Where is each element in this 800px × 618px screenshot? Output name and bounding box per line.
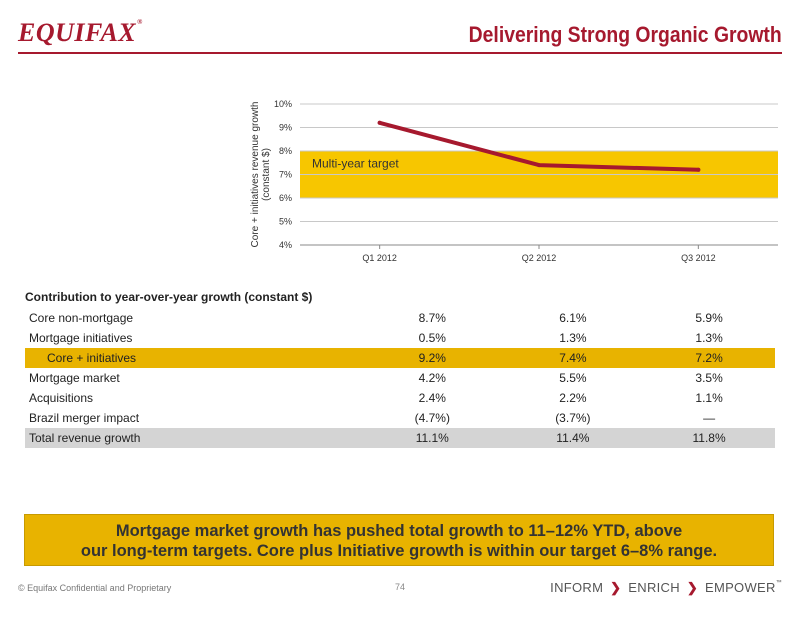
row-value: — bbox=[703, 411, 716, 425]
row-value: 5.5% bbox=[559, 371, 587, 385]
data-point bbox=[537, 163, 541, 168]
contribution-table: Contribution to year-over-year growth (c… bbox=[25, 286, 775, 448]
row-value: 7.4% bbox=[502, 348, 644, 368]
chevron-right-icon: ❯ bbox=[610, 580, 622, 595]
row-value: 8.7% bbox=[418, 311, 446, 325]
growth-line-chart: 4% 5% 6% 7% 8% 9% 10% Q1 2012 Q2 2012 Q3 2012 Mult… bbox=[250, 99, 778, 263]
data-point bbox=[696, 167, 701, 172]
table-row: Mortgage initiatives 0.5% 1.3% 1.3% bbox=[25, 328, 775, 348]
data-point bbox=[377, 120, 382, 125]
row-label: Mortgage market bbox=[29, 371, 120, 385]
tagline-word: INFORM bbox=[550, 580, 604, 595]
table-row: Core + initiatives 9.2% 7.4% 7.2% bbox=[25, 348, 775, 368]
row-label: Core + initiatives bbox=[25, 348, 362, 368]
row-value: 1.3% bbox=[559, 331, 587, 345]
row-value: 11.8% bbox=[643, 428, 775, 448]
page-number: 74 bbox=[395, 582, 406, 592]
row-value: 4.2% bbox=[418, 371, 446, 385]
y-tick-label: 5% bbox=[279, 217, 292, 227]
row-value: 11.4% bbox=[502, 428, 644, 448]
banner-line-2: our long-term targets. Core plus Initiat… bbox=[80, 542, 718, 560]
tagline-word: ENRICH bbox=[628, 580, 680, 595]
y-tick-label: 7% bbox=[279, 170, 292, 180]
row-label: Brazil merger impact bbox=[29, 411, 140, 425]
y-tick-label: 4% bbox=[279, 240, 292, 250]
table-row: Core non-mortgage 8.7% 6.1% 5.9% bbox=[25, 308, 775, 328]
y-axis-label: Core + initiatives revenue growth(consta… bbox=[250, 102, 272, 248]
table-header-row: Contribution to year-over-year growth (c… bbox=[25, 286, 775, 308]
row-value: 1.3% bbox=[695, 331, 723, 345]
equifax-logo: EQUIFAX® bbox=[18, 18, 143, 47]
y-tick-label: 9% bbox=[279, 123, 292, 133]
row-value: 9.2% bbox=[362, 348, 503, 368]
row-value: 2.4% bbox=[418, 391, 446, 405]
chevron-right-icon: ❯ bbox=[686, 580, 699, 595]
page-title: Delivering Strong Organic Growth bbox=[468, 22, 782, 47]
trademark-mark: ™ bbox=[775, 580, 782, 586]
row-value: 11.1% bbox=[362, 428, 503, 448]
table-row: Acquisitions 2.4% 2.2% 1.1% bbox=[25, 388, 775, 408]
row-value: 2.2% bbox=[559, 391, 587, 405]
table-header: Contribution to year-over-year growth (c… bbox=[25, 290, 313, 304]
row-value: 5.9% bbox=[695, 311, 723, 325]
summary-banner: Mortgage market growth has pushed total … bbox=[24, 514, 774, 566]
row-label: Total revenue growth bbox=[25, 428, 362, 448]
tagline-word: EMPOWER bbox=[704, 580, 776, 595]
row-label: Mortgage initiatives bbox=[29, 331, 133, 345]
row-value: (4.7%) bbox=[414, 411, 450, 425]
header-divider bbox=[18, 52, 782, 54]
table-row: Total revenue growth 11.1% 11.4% 11.8% bbox=[25, 428, 775, 448]
table-row: Brazil merger impact (4.7%) (3.7%) — bbox=[25, 408, 775, 428]
tagline: INFORM ❯ ENRICH ❯ EMPOWER™ bbox=[550, 580, 782, 596]
y-tick-label: 8% bbox=[279, 146, 292, 156]
row-value: 7.2% bbox=[643, 348, 775, 368]
target-band-label: Multi-year target bbox=[312, 156, 399, 170]
row-value: 1.1% bbox=[695, 391, 723, 405]
y-tick-label: 6% bbox=[279, 193, 292, 203]
row-value: 0.5% bbox=[418, 331, 446, 345]
x-tick-label: Q3 2012 bbox=[681, 253, 716, 263]
row-value: (3.7%) bbox=[555, 411, 591, 425]
row-label: Core non-mortgage bbox=[29, 311, 134, 325]
row-value: 3.5% bbox=[695, 371, 723, 385]
banner-line-1: Mortgage market growth has pushed total … bbox=[115, 522, 683, 540]
y-tick-label: 10% bbox=[274, 99, 292, 109]
x-tick-label: Q2 2012 bbox=[522, 253, 557, 263]
table-row: Mortgage market 4.2% 5.5% 3.5% bbox=[25, 368, 775, 388]
x-tick-label: Q1 2012 bbox=[362, 253, 397, 263]
confidential-notice: © Equifax Confidential and Proprietary bbox=[18, 583, 172, 593]
row-label: Acquisitions bbox=[29, 391, 94, 405]
row-value: 6.1% bbox=[559, 311, 587, 325]
